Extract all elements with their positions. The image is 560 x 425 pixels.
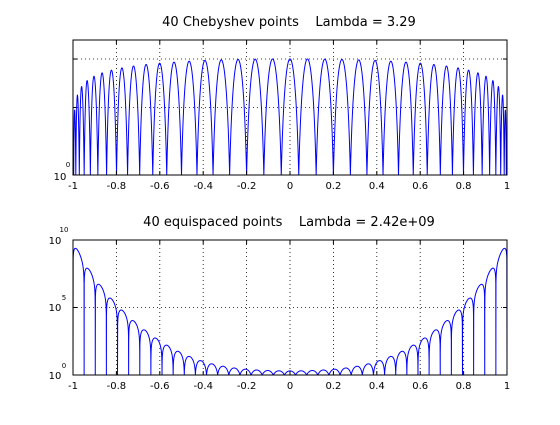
x-tick-label: -0.8 (107, 381, 127, 392)
x-tick-label: 0.4 (369, 381, 385, 392)
x-tick-label: 0.6 (412, 381, 428, 392)
equispaced-y-tick-base-10: 10 (49, 236, 62, 247)
equispaced-title: 40 equispaced points Lambda = 2.42e+09 (143, 215, 435, 230)
equispaced-x-ticks: -1 -0.8 -0.6 -0.4 -0.2 0 0.2 0.4 0.6 0.8 1 (68, 240, 510, 392)
x-tick-label: 1 (504, 381, 510, 392)
equispaced-panel: 40 equispaced points Lambda = 2.42e+09 -… (49, 215, 511, 392)
x-tick-label: 1 (504, 181, 510, 192)
x-tick-label: -0.4 (193, 381, 213, 392)
chebyshev-y-tick-base: 10 (54, 172, 67, 183)
x-tick-label: -1 (68, 181, 78, 192)
equispaced-y-tick-exponent-5: 5 (62, 294, 66, 302)
x-tick-label: -0.2 (237, 181, 257, 192)
x-tick-label: 0.2 (325, 181, 341, 192)
chebyshev-title: 40 Chebyshev points Lambda = 3.29 (162, 15, 416, 30)
chebyshev-y-tick-label: 10 0 (54, 161, 71, 183)
chebyshev-y-tick-exponent: 0 (66, 161, 70, 169)
x-tick-label: -0.6 (150, 181, 170, 192)
chebyshev-x-ticks: -1 -0.8 -0.6 -0.4 -0.2 0 0.2 0.4 0.6 0.8 1 (68, 40, 510, 192)
equispaced-grid (73, 240, 507, 375)
x-tick-label: -0.8 (107, 181, 127, 192)
chebyshev-panel: 40 Chebyshev points Lambda = 3.29 -1 -0.8… (54, 15, 511, 192)
x-tick-label: 0.4 (369, 181, 385, 192)
x-tick-label: -0.2 (237, 381, 257, 392)
equispaced-y-tick-base-5: 10 (49, 303, 62, 314)
equispaced-y-tick-exponent-0: 0 (62, 362, 66, 370)
x-tick-label: 0.2 (325, 381, 341, 392)
equispaced-y-tick-base-0: 10 (49, 371, 62, 382)
x-tick-label: 0.6 (412, 181, 428, 192)
x-tick-label: -1 (68, 381, 78, 392)
equispaced-y-tick-label-0: 10 0 (49, 362, 67, 382)
equispaced-y-tick-label-5: 10 5 (49, 294, 67, 314)
x-tick-label: 0.8 (456, 381, 472, 392)
equispaced-y-tick-label-10: 10 10 (49, 226, 69, 247)
x-tick-label: 0 (287, 181, 293, 192)
x-tick-label: 0 (287, 381, 293, 392)
x-tick-label: 0.8 (456, 181, 472, 192)
x-tick-label: -0.6 (150, 381, 170, 392)
equispaced-series-line (73, 247, 507, 375)
equispaced-y-tick-exponent-10: 10 (60, 226, 69, 234)
x-tick-label: -0.4 (193, 181, 213, 192)
chebyshev-series-line (73, 58, 507, 175)
